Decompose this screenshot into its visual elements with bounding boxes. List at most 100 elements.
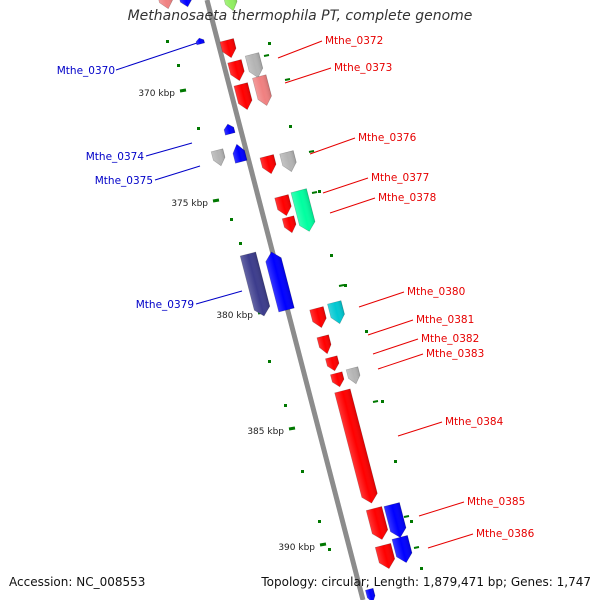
- leader-line: [115, 42, 198, 71]
- gene-layer: [156, 0, 413, 600]
- gene-arrow: [227, 59, 245, 82]
- gene-arrow: [223, 123, 236, 136]
- gene-label[interactable]: Mthe_0382: [421, 333, 479, 345]
- leader-layer: [115, 40, 474, 549]
- gene-arrow-shade: [366, 506, 388, 540]
- minor-tick: [372, 400, 379, 403]
- gene-arrow: [330, 371, 345, 388]
- gene-arrow-shade: [290, 188, 316, 232]
- gene-label[interactable]: Mthe_0380: [407, 286, 465, 298]
- gene-arrow-shade: [309, 306, 327, 328]
- gene-arrow-shade: [375, 543, 395, 569]
- minor-tick: [311, 191, 318, 194]
- ring-tick: [330, 254, 333, 257]
- gene-label[interactable]: Mthe_0373: [334, 62, 392, 74]
- gene-arrow: [391, 535, 413, 563]
- ring-tick: [166, 40, 169, 43]
- gene-arrow: [210, 148, 226, 167]
- ring-tick: [230, 218, 233, 221]
- gene-arrow-shade: [245, 52, 263, 78]
- gene-label[interactable]: Mthe_0378: [378, 192, 436, 204]
- gene-arrow-shade: [227, 59, 245, 81]
- gene-arrow-shade: [240, 252, 270, 316]
- ring-tick: [177, 64, 180, 67]
- gene-arrow: [309, 306, 327, 329]
- gene-arrow-shade: [259, 154, 277, 174]
- leader-line: [277, 40, 323, 59]
- ring-tick: [289, 125, 292, 128]
- minor-tick: [338, 284, 345, 287]
- gene-arrow: [233, 82, 253, 111]
- leader-line: [377, 353, 424, 370]
- genome-summary-text: Topology: circular; Length: 1,879,471 bp…: [261, 575, 591, 589]
- gene-label[interactable]: Mthe_0374: [86, 151, 145, 163]
- gene-label[interactable]: Mthe_0383: [426, 348, 484, 360]
- gene-arrow: [259, 154, 277, 175]
- minor-tick: [403, 515, 410, 518]
- gene-arrow: [244, 52, 264, 79]
- leader-line: [145, 142, 193, 157]
- scale-label: 370 kbp: [138, 89, 175, 99]
- gene-arrow-shade: [282, 215, 297, 233]
- gene-label[interactable]: Mthe_0370: [57, 65, 115, 77]
- leader-line: [427, 533, 474, 549]
- gene-arrow: [316, 334, 332, 355]
- leader-line: [418, 501, 465, 517]
- leader-line: [358, 291, 405, 308]
- gene-arrow: [383, 502, 407, 538]
- gene-label[interactable]: Mthe_0375: [95, 175, 153, 187]
- minor-tick: [413, 546, 420, 549]
- gene-label[interactable]: Mthe_0376: [358, 132, 417, 144]
- ring-tick: [420, 567, 423, 570]
- leader-line: [372, 338, 419, 355]
- gene-label[interactable]: Mthe_0379: [136, 299, 194, 311]
- gene-arrow-shade: [196, 38, 205, 45]
- gene-arrow-shade: [274, 194, 292, 216]
- gene-arrow: [334, 388, 378, 504]
- gene-arrow: [274, 194, 292, 217]
- gene-label[interactable]: Mthe_0386: [476, 528, 535, 540]
- gene-arrow-shade: [316, 334, 332, 354]
- ring-tick: [318, 190, 321, 193]
- scale-label: 390 kbp: [278, 543, 315, 553]
- gene-arrow: [365, 587, 376, 600]
- ring-tick: [365, 330, 368, 333]
- gene-arrow: [252, 74, 272, 106]
- major-tick: [212, 198, 220, 203]
- gene-arrow-shade: [325, 355, 339, 371]
- gene-label[interactable]: Mthe_0384: [445, 416, 504, 428]
- gene-label[interactable]: Mthe_0372: [325, 35, 383, 47]
- gene-arrow-shade: [233, 82, 253, 110]
- gene-label[interactable]: Mthe_0381: [416, 314, 474, 326]
- gene-arrow: [195, 37, 205, 46]
- leader-line: [397, 421, 443, 437]
- ring-tick: [268, 42, 271, 45]
- ring-tick: [301, 470, 304, 473]
- leader-line: [309, 137, 356, 155]
- accession-text: Accession: NC_008553: [9, 575, 146, 589]
- ring-tick: [328, 548, 331, 551]
- major-tick: [288, 426, 296, 431]
- gene-arrow: [265, 251, 295, 313]
- gene-arrow: [219, 38, 237, 59]
- gene-label[interactable]: Mthe_0377: [371, 172, 429, 184]
- gene-label[interactable]: Mthe_0385: [467, 496, 525, 508]
- leader-line: [367, 319, 414, 336]
- ring-tick: [318, 520, 321, 523]
- gene-arrow-shade: [391, 535, 413, 563]
- gene-arrow-shade: [222, 0, 238, 11]
- gene-arrow: [325, 355, 340, 372]
- gene-arrow: [345, 366, 361, 385]
- gene-arrow: [156, 0, 174, 10]
- scale-label: 375 kbp: [171, 199, 208, 209]
- leader-line: [195, 290, 243, 305]
- gene-arrow: [232, 143, 248, 164]
- scale-label: 380 kbp: [216, 311, 253, 321]
- leader-line: [329, 197, 376, 214]
- gene-arrow-shade: [232, 144, 248, 164]
- gene-arrow-shade: [365, 588, 376, 600]
- leader-line: [284, 67, 332, 84]
- scale-label: 385 kbp: [247, 427, 284, 437]
- label-layer: Mthe_0370 Mthe_0372 Mthe_0373 Mthe_0374 Mthe…: [57, 35, 535, 540]
